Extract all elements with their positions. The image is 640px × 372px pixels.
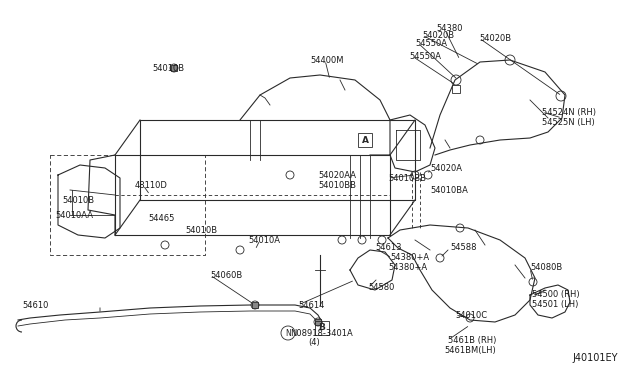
Text: 54380+A: 54380+A bbox=[390, 253, 429, 263]
Text: A: A bbox=[362, 135, 369, 144]
Text: 54010AA: 54010AA bbox=[55, 211, 93, 219]
Text: 54524N (RH): 54524N (RH) bbox=[542, 108, 596, 116]
Text: 54588: 54588 bbox=[450, 244, 477, 253]
Text: 54500 (RH): 54500 (RH) bbox=[532, 291, 580, 299]
Text: 54380+A: 54380+A bbox=[388, 263, 427, 273]
Text: 54010BB: 54010BB bbox=[388, 173, 426, 183]
Text: 54580: 54580 bbox=[368, 283, 394, 292]
Text: J40101EY: J40101EY bbox=[572, 353, 618, 363]
Text: 48110D: 48110D bbox=[135, 180, 168, 189]
Text: 54010B: 54010B bbox=[152, 64, 184, 73]
Text: 54020B: 54020B bbox=[479, 33, 511, 42]
Text: 54010A: 54010A bbox=[248, 235, 280, 244]
Text: B: B bbox=[319, 324, 325, 333]
Text: 54400M: 54400M bbox=[310, 55, 344, 64]
Text: 54060B: 54060B bbox=[210, 270, 243, 279]
Text: 54613: 54613 bbox=[375, 244, 401, 253]
Text: 5461B (RH): 5461B (RH) bbox=[448, 336, 497, 344]
Text: 54010B: 54010B bbox=[185, 225, 217, 234]
Text: 54614: 54614 bbox=[298, 301, 324, 310]
FancyBboxPatch shape bbox=[171, 65, 177, 71]
Text: 54610: 54610 bbox=[22, 301, 49, 310]
Text: 54501 (LH): 54501 (LH) bbox=[532, 301, 579, 310]
Text: N08918-3401A: N08918-3401A bbox=[290, 328, 353, 337]
Text: 54465: 54465 bbox=[148, 214, 174, 222]
Text: 54020A: 54020A bbox=[430, 164, 462, 173]
FancyBboxPatch shape bbox=[452, 85, 460, 93]
FancyBboxPatch shape bbox=[252, 302, 258, 308]
Text: 54010BB: 54010BB bbox=[318, 180, 356, 189]
Text: 54020AA: 54020AA bbox=[318, 170, 356, 180]
Text: 54020B: 54020B bbox=[422, 31, 454, 39]
Text: N: N bbox=[285, 328, 291, 337]
Text: 54080B: 54080B bbox=[530, 263, 563, 273]
Text: 54380: 54380 bbox=[436, 23, 463, 32]
Text: 54010BA: 54010BA bbox=[430, 186, 468, 195]
Text: 54010C: 54010C bbox=[455, 311, 487, 320]
FancyBboxPatch shape bbox=[315, 319, 321, 325]
Text: 54550A: 54550A bbox=[409, 51, 441, 61]
Text: 54525N (LH): 54525N (LH) bbox=[542, 118, 595, 126]
Text: (4): (4) bbox=[308, 339, 320, 347]
Text: 5461BM(LH): 5461BM(LH) bbox=[444, 346, 496, 355]
Text: 54550A: 54550A bbox=[415, 38, 447, 48]
Text: 54010B: 54010B bbox=[62, 196, 94, 205]
